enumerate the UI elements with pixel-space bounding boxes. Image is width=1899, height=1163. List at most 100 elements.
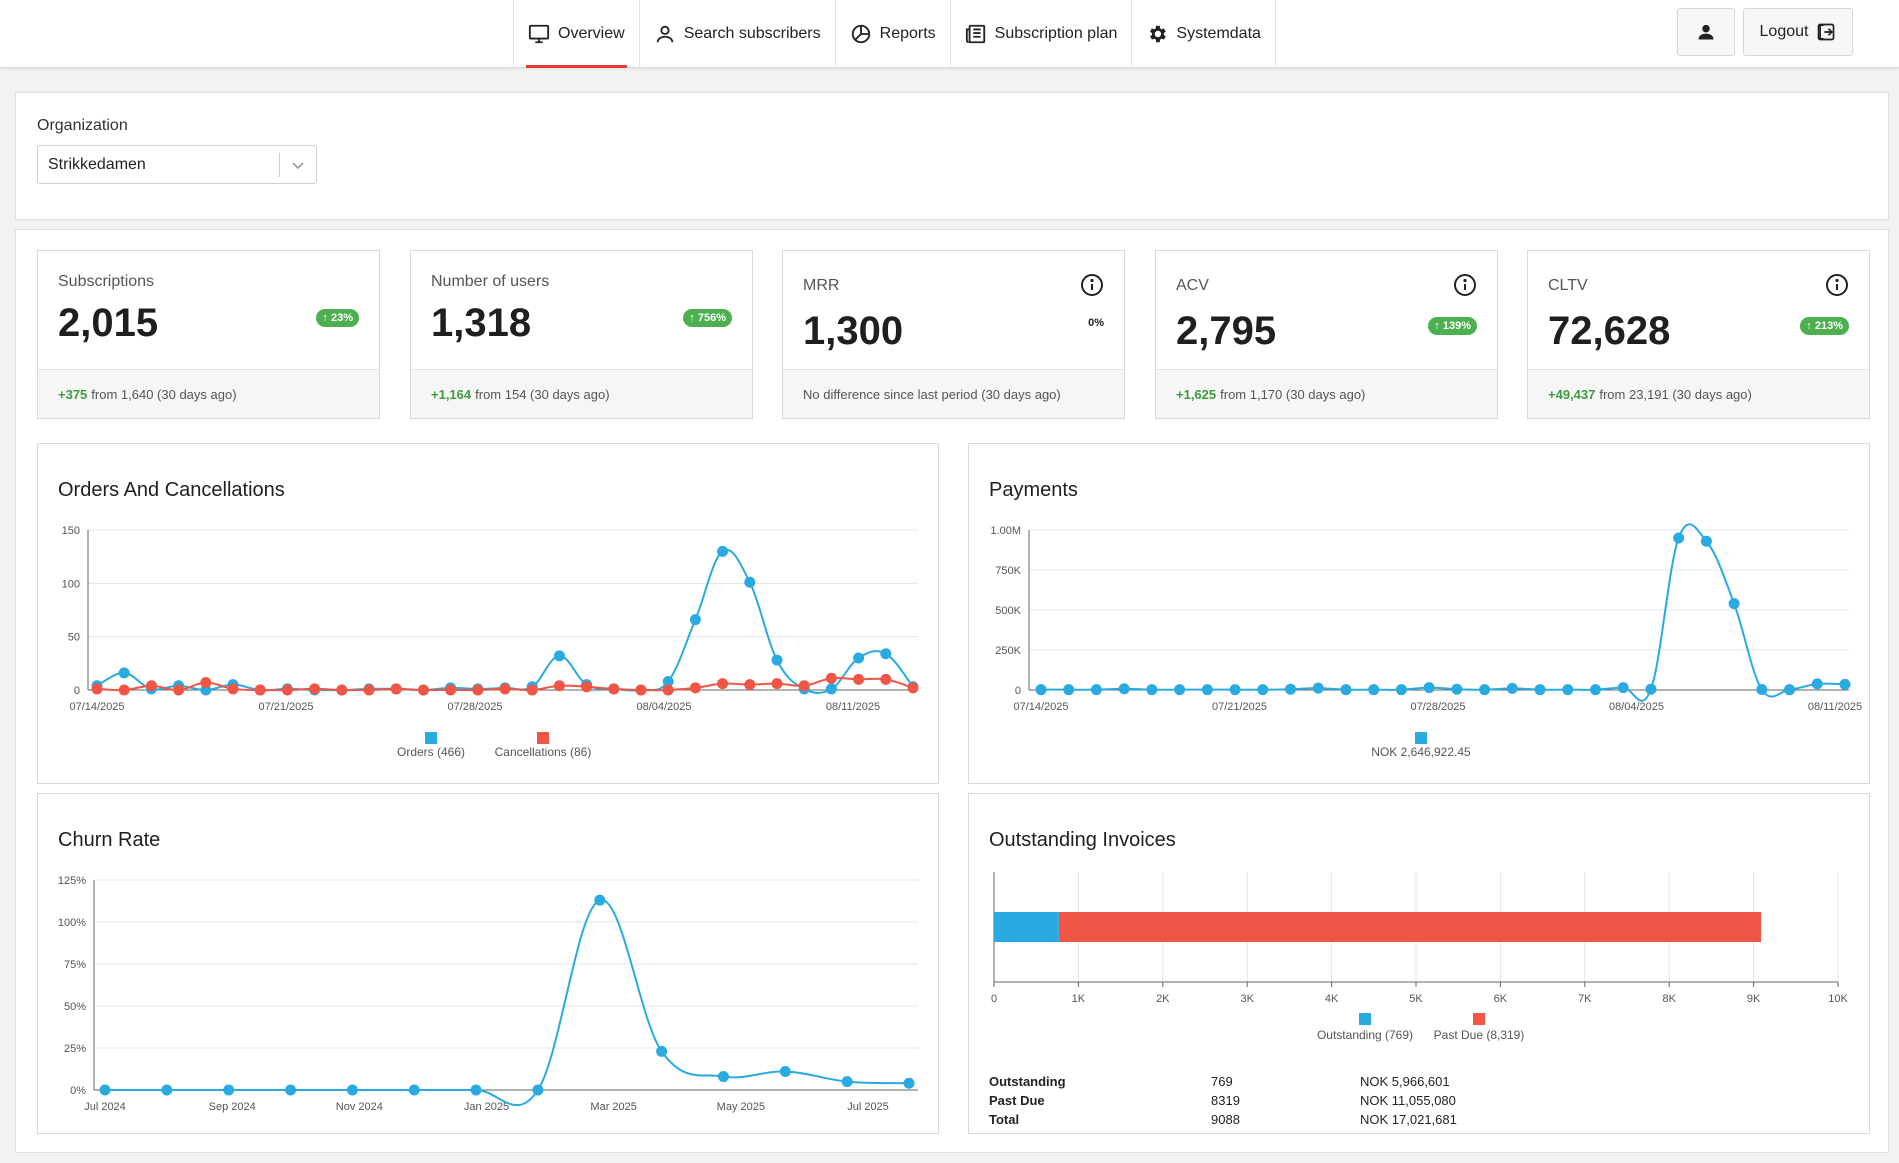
legend-label: Cancellations (86) [495, 745, 592, 759]
data-point [1700, 535, 1712, 547]
data-point [1340, 684, 1352, 696]
x-tick-label: Jul 2024 [84, 1101, 126, 1113]
x-tick-label: 07/14/2025 [1013, 701, 1068, 713]
data-point [145, 680, 157, 692]
x-tick-label: 7K [1578, 993, 1592, 1005]
select-separator [279, 152, 280, 177]
data-point [1423, 682, 1435, 694]
y-tick-label: 250K [995, 645, 1021, 657]
data-point [1035, 684, 1047, 696]
y-tick-label: 150 [62, 525, 80, 537]
data-point [1756, 684, 1768, 696]
nav-search-subscribers[interactable]: Search subscribers [640, 0, 836, 68]
data-point [771, 678, 783, 690]
table-cell-count: 769 [1211, 1074, 1233, 1089]
data-point [1589, 684, 1601, 696]
data-point [1534, 684, 1546, 696]
data-point [99, 1084, 111, 1096]
legend-swatch [537, 732, 549, 744]
stat-card-number-of-users: Number of users 1,318 ↑ 756% +1,164 from… [410, 250, 753, 419]
data-point [118, 667, 130, 679]
data-point [1645, 683, 1657, 695]
data-point [689, 614, 701, 626]
y-tick-label: 25% [64, 1043, 86, 1055]
data-point [903, 1077, 915, 1089]
x-tick-label: 10K [1828, 993, 1848, 1005]
table-cell-count: 9088 [1211, 1112, 1240, 1127]
x-tick-label: 3K [1240, 993, 1254, 1005]
outstanding-invoices-card: Outstanding Invoices 0 1K 2K 3K 4K 5K 6K 7K 8K 9K… [968, 793, 1870, 1134]
nav-reports-label: Reports [879, 25, 936, 42]
organization-select[interactable]: Strikkedamen [37, 145, 317, 184]
stat-delta: +49,437 [1548, 386, 1596, 402]
stat-change-badge: ↑ 213% [1800, 317, 1849, 335]
churn-rate-card: Churn Rate 0% 25% 50% 75% 100% 125% Jul 2024 Se… [37, 793, 939, 1134]
data-point [1617, 682, 1629, 694]
x-tick-label: 07/28/2025 [447, 701, 502, 713]
data-point [285, 1084, 297, 1096]
data-point [200, 677, 212, 689]
nav-subscription-plan[interactable]: Subscription plan [951, 0, 1133, 68]
data-point [472, 684, 484, 696]
y-tick-label: 0 [1015, 685, 1021, 697]
stat-delta: +1,625 [1176, 386, 1217, 402]
nav-search-subscribers-label: Search subscribers [683, 25, 821, 42]
data-point [717, 545, 729, 557]
data-point [779, 1066, 791, 1078]
data-point [526, 684, 538, 696]
y-tick-label: 100% [58, 917, 86, 929]
legend-swatch [1359, 1013, 1371, 1025]
newspaper-icon [965, 24, 985, 44]
stat-footer-text: from 154 (30 days ago) [475, 386, 610, 402]
data-point [1784, 684, 1796, 696]
data-point [1201, 684, 1213, 696]
info-icon[interactable] [1453, 273, 1477, 297]
x-tick-label: 0 [991, 993, 997, 1005]
info-icon[interactable] [1080, 273, 1104, 297]
data-point [1673, 532, 1685, 544]
table-cell-count: 8319 [1211, 1093, 1240, 1108]
user-profile-button[interactable] [1677, 8, 1735, 56]
chart-title: Payments [989, 479, 1078, 501]
x-tick-label: 1K [1072, 993, 1086, 1005]
legend-swatch [1415, 732, 1427, 744]
info-icon[interactable] [1825, 273, 1849, 297]
x-tick-label: 07/14/2025 [69, 701, 124, 713]
data-point [1562, 684, 1574, 696]
payments-card: Payments 0 250K 500K 750K 1.00M 07/14/2025 07/… [968, 443, 1870, 784]
data-point [635, 684, 647, 696]
orders-cancellations-card: Orders And Cancellations 0 50 100 150 07/14/… [37, 443, 939, 784]
x-tick-label: Sep 2024 [209, 1101, 256, 1113]
data-point [825, 672, 837, 684]
nav-systemdata-label: Systemdata [1176, 25, 1261, 42]
y-tick-label: 125% [58, 875, 86, 887]
nav-reports[interactable]: Reports [836, 0, 951, 68]
stat-value: 72,628 [1548, 309, 1671, 353]
chevron-down-icon[interactable] [280, 158, 316, 172]
organization-label: Organization [37, 117, 128, 134]
data-point [581, 681, 593, 693]
table-row: Outstanding 769 NOK 5,966,601 [989, 1072, 1560, 1091]
x-tick-label: 08/11/2025 [1808, 701, 1862, 713]
bar-segment [994, 912, 1059, 942]
legend-label: Orders (466) [397, 745, 465, 759]
stat-card-subscriptions: Subscriptions 2,015 ↑ 23% +375 from 1,64… [37, 250, 380, 419]
y-tick-label: 100 [62, 578, 80, 590]
stat-value: 1,300 [803, 309, 904, 353]
data-point [118, 684, 130, 696]
x-tick-label: 07/21/2025 [1212, 701, 1267, 713]
data-point [445, 684, 457, 696]
data-point [744, 576, 756, 588]
logout-button[interactable]: Logout [1743, 8, 1853, 56]
table-cell-label: Outstanding [989, 1074, 1066, 1089]
data-point [336, 684, 348, 696]
table-cell-amount: NOK 5,966,601 [1360, 1074, 1450, 1089]
y-tick-label: 50% [64, 1001, 86, 1013]
stat-change-badge: ↑ 23% [316, 309, 359, 327]
data-point [309, 683, 321, 695]
x-tick-label: 4K [1325, 993, 1339, 1005]
nav-overview[interactable]: Overview [513, 0, 640, 68]
data-point [594, 894, 606, 906]
nav-systemdata[interactable]: Systemdata [1132, 0, 1276, 68]
x-tick-label: 08/11/2025 [826, 701, 880, 713]
